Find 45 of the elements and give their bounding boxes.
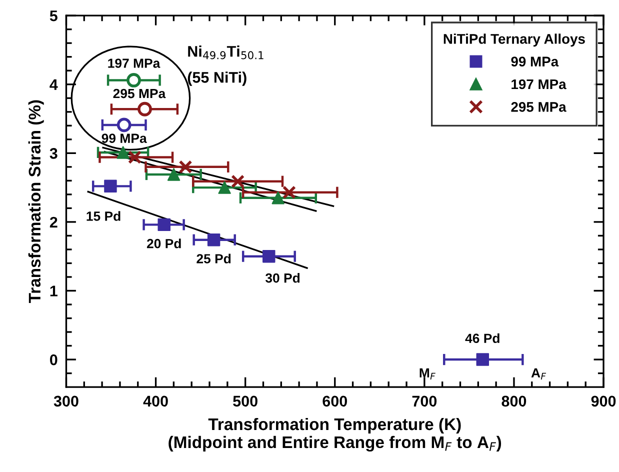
x-tick-label: 300	[54, 396, 78, 407]
point	[207, 233, 220, 246]
y-tick-label: 5	[50, 10, 58, 22]
annotation: M$_{F}$	[420, 368, 436, 380]
y-tick-label: 3	[50, 148, 58, 159]
point	[128, 150, 142, 164]
y-tick-label: 1	[50, 286, 58, 296]
legend-title: NiTiPd Ternary Alloys	[444, 34, 585, 47]
x-tick-label: 800	[502, 396, 526, 407]
legend-label: 295 MPa	[511, 102, 566, 112]
annotation: Ni$_{49.9}$Ti$_{50.1}$	[188, 46, 264, 60]
point	[272, 192, 284, 204]
annotation: 99 MPa	[102, 134, 147, 143]
point	[167, 168, 180, 181]
point	[158, 218, 170, 232]
point	[116, 118, 132, 132]
y-axis-title: Transformation Strain (%)	[28, 100, 44, 303]
annotation: 15 Pd	[86, 211, 120, 221]
annotation: 20 Pd	[146, 238, 181, 248]
annotation: 46 Pd	[465, 333, 500, 344]
point	[104, 180, 117, 193]
point	[476, 353, 489, 366]
y-tick-label: 2	[50, 216, 58, 228]
x-tick-label: 900	[591, 396, 616, 407]
point	[116, 146, 130, 159]
annotation: 197 MPa	[108, 58, 160, 68]
point	[218, 181, 231, 194]
x-tick-label: 700	[412, 396, 437, 407]
point	[282, 186, 296, 200]
point	[126, 73, 141, 88]
x-tick-label: 500	[233, 396, 258, 407]
annotation: 295 MPa	[113, 88, 166, 98]
y-tick-label: 0	[50, 354, 58, 366]
y-tick-label: 4	[50, 79, 58, 90]
point	[262, 250, 276, 263]
x-tick-label: 400	[143, 396, 168, 407]
annotation: (55 NiTi)	[188, 72, 246, 86]
legend-label: 197 MPa	[512, 79, 566, 90]
point	[138, 102, 152, 116]
annotation: 30 Pd	[265, 273, 300, 283]
x-axis-title: Transformation Temperature (K) (Midpoint and Entire Range from M$_{F}$ to A$_{F}$)	[168, 418, 502, 452]
x-tick-label: 600	[322, 396, 347, 407]
annotation: A$_{F}$	[531, 368, 546, 380]
legend-label: 99 MPa	[511, 56, 559, 67]
annotation: 25 Pd	[196, 254, 231, 264]
